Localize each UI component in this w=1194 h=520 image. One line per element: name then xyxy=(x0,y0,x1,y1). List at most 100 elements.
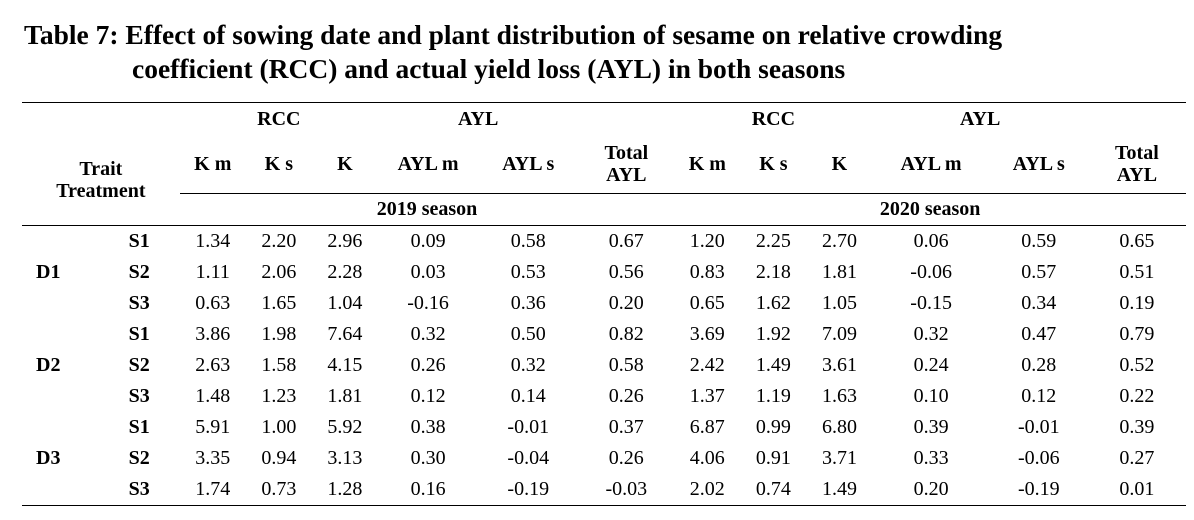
value-cell: 0.06 xyxy=(913,230,949,252)
value-cell: 0.65 xyxy=(689,292,725,314)
table-row: S1 3.86 1.98 7.64 0.32 0.50 0.82 3.69 1.92 7.09 0.… xyxy=(22,319,1186,350)
value-cell: -0.19 xyxy=(1017,478,1060,500)
header-row-seasons: 2019 season 2020 season xyxy=(22,193,1186,226)
value-cell: 0.91 xyxy=(755,447,791,469)
value-cell: 1.65 xyxy=(261,292,297,314)
value-cell: 4.15 xyxy=(327,354,363,376)
table-title-line-2: coefficient (RCC) and actual yield loss … xyxy=(132,53,846,84)
value-cell: 0.03 xyxy=(410,261,446,283)
value-cell: 3.86 xyxy=(195,323,231,345)
value-cell: 0.57 xyxy=(1021,261,1057,283)
value-cell: 1.81 xyxy=(327,385,363,407)
date-group-cell xyxy=(22,412,99,443)
date-group-cell xyxy=(22,288,99,319)
value-cell: 5.91 xyxy=(195,416,231,438)
value-cell: 0.26 xyxy=(608,385,644,407)
ayl-2019-header: AYL xyxy=(457,107,499,130)
value-cell: 1.34 xyxy=(195,230,231,252)
value-cell: 0.56 xyxy=(608,261,644,283)
table-row: D1 S2 1.11 2.06 2.28 0.03 0.53 0.56 0.83 2.18 1.81… xyxy=(22,257,1186,288)
value-cell: 0.32 xyxy=(913,323,949,345)
value-cell: -0.19 xyxy=(507,478,550,500)
value-cell: 2.42 xyxy=(689,354,725,376)
treatment-cell: S2 xyxy=(128,261,150,283)
value-cell: 3.35 xyxy=(195,447,231,469)
value-cell: 0.52 xyxy=(1119,354,1155,376)
value-cell: -0.03 xyxy=(605,478,648,500)
value-cell: 3.13 xyxy=(327,447,363,469)
value-cell: 2.70 xyxy=(821,230,857,252)
value-cell: 0.27 xyxy=(1119,447,1155,469)
value-cell: 0.12 xyxy=(1021,385,1057,407)
value-cell: 2.63 xyxy=(195,354,231,376)
table-title-line-1: Table 7: Effect of sowing date and plant… xyxy=(24,19,1003,50)
value-cell: 0.30 xyxy=(410,447,446,469)
col-header: K m xyxy=(179,135,246,194)
date-group-cell: D1 xyxy=(36,261,61,283)
header-row-columns: Trait Treatment K m K s K AYL m AYL s To… xyxy=(22,135,1186,226)
value-cell: -0.16 xyxy=(407,292,449,314)
ayl-2020-header: AYL xyxy=(959,107,1001,130)
value-cell: 0.94 xyxy=(261,447,297,469)
value-cell: 0.65 xyxy=(1119,230,1155,252)
date-group-cell: D2 xyxy=(36,354,61,376)
value-cell: 0.37 xyxy=(608,416,644,438)
value-cell: 0.82 xyxy=(608,323,644,345)
table-row: S1 1.34 2.20 2.96 0.09 0.58 0.67 1.20 2.25 2.70 0.… xyxy=(22,226,1186,258)
value-cell: 0.83 xyxy=(689,261,725,283)
value-cell: 2.96 xyxy=(327,230,363,252)
value-cell: 1.23 xyxy=(261,385,297,407)
value-cell: 6.80 xyxy=(821,416,857,438)
col-header: AYL m xyxy=(872,135,990,194)
value-cell: 0.19 xyxy=(1119,292,1155,314)
value-cell: 2.02 xyxy=(689,478,725,500)
col-header: K xyxy=(311,135,378,194)
value-cell: 2.18 xyxy=(755,261,791,283)
col-header: K m xyxy=(674,135,741,194)
value-cell: 1.92 xyxy=(755,323,791,345)
date-group-cell xyxy=(22,319,99,350)
value-cell: 7.09 xyxy=(821,323,857,345)
value-cell: -0.01 xyxy=(1017,416,1060,438)
value-cell: 0.34 xyxy=(1021,292,1057,314)
season-2020-label: 2020 season xyxy=(674,193,1186,226)
value-cell: 0.73 xyxy=(261,478,297,500)
value-cell: 0.59 xyxy=(1021,230,1057,252)
table-row: D3 S2 3.35 0.94 3.13 0.30 -0.04 0.26 4.06 0.91 3.7… xyxy=(22,443,1186,474)
data-table: RCC AYL RCC AYL Trait Treatment K m K s … xyxy=(22,102,1186,506)
col-header: K xyxy=(806,135,873,194)
col-header: K s xyxy=(740,135,807,194)
value-cell: 3.71 xyxy=(821,447,857,469)
value-cell: 0.32 xyxy=(510,354,546,376)
value-cell: 1.00 xyxy=(261,416,297,438)
value-cell: 0.79 xyxy=(1119,323,1155,345)
value-cell: 0.58 xyxy=(510,230,546,252)
value-cell: 0.51 xyxy=(1119,261,1155,283)
value-cell: 1.98 xyxy=(261,323,297,345)
treatment-cell: S1 xyxy=(128,323,150,345)
col-header: K s xyxy=(245,135,312,194)
col-header: AYL s xyxy=(989,135,1088,194)
value-cell: 1.62 xyxy=(755,292,791,314)
value-cell: 1.48 xyxy=(195,385,231,407)
value-cell: 1.28 xyxy=(327,478,363,500)
value-cell: 2.28 xyxy=(327,261,363,283)
value-cell: 2.20 xyxy=(261,230,297,252)
table-row: S3 1.74 0.73 1.28 0.16 -0.19 -0.03 2.02 0.74 1.49… xyxy=(22,474,1186,506)
col-header-total: Total AYL xyxy=(578,135,675,194)
value-cell: 0.20 xyxy=(608,292,644,314)
table-body: S1 1.34 2.20 2.96 0.09 0.58 0.67 1.20 2.25 2.70 0.… xyxy=(22,226,1186,506)
value-cell: 7.64 xyxy=(327,323,363,345)
value-cell: 0.28 xyxy=(1021,354,1057,376)
value-cell: 2.25 xyxy=(755,230,791,252)
value-cell: 0.63 xyxy=(195,292,231,314)
value-cell: 0.36 xyxy=(510,292,546,314)
value-cell: 1.49 xyxy=(821,478,857,500)
table-title: Table 7: Effect of sowing date and plant… xyxy=(24,18,1002,86)
value-cell: 3.61 xyxy=(821,354,857,376)
value-cell: 0.16 xyxy=(410,478,446,500)
value-cell: 0.24 xyxy=(913,354,949,376)
value-cell: 2.06 xyxy=(261,261,297,283)
value-cell: 1.20 xyxy=(689,230,725,252)
rcc-2019-header: RCC xyxy=(257,107,301,130)
